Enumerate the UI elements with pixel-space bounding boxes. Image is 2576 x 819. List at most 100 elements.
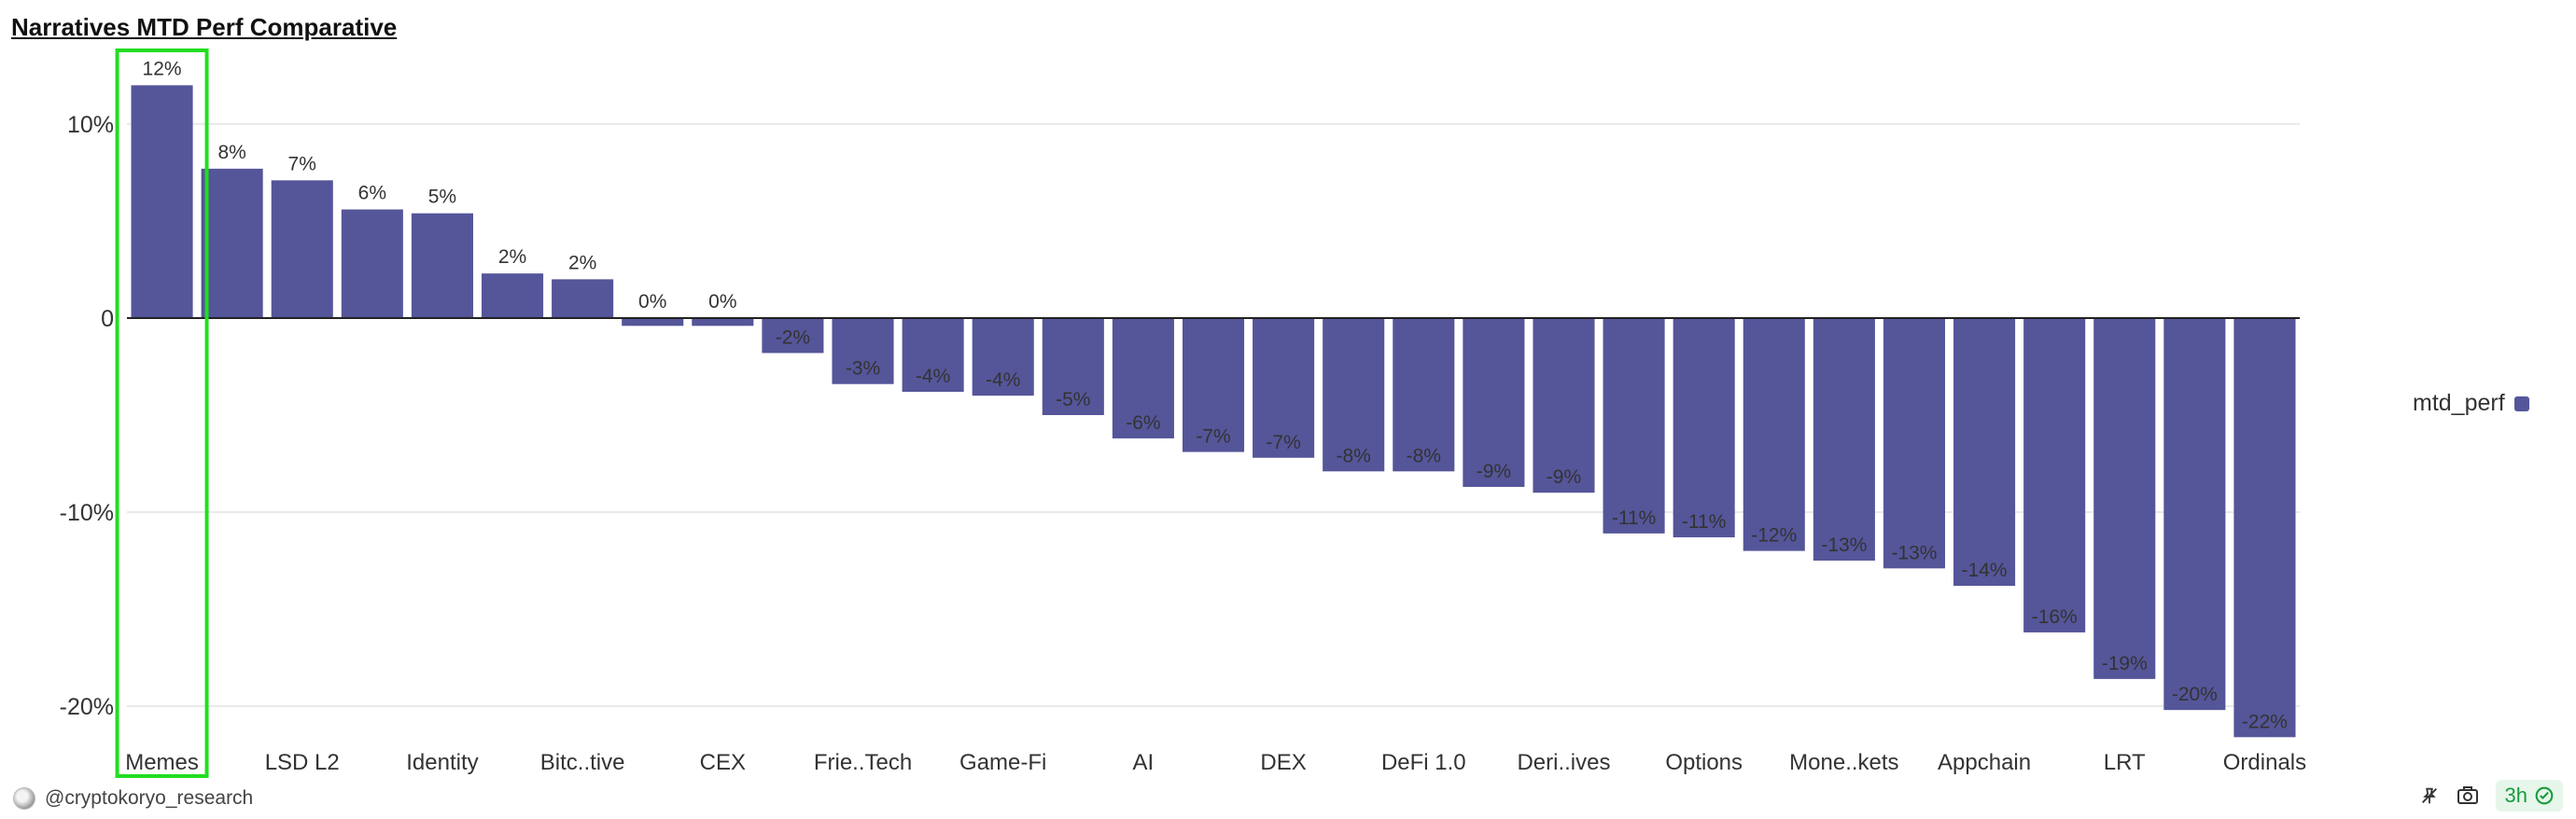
data-label: -4% — [916, 366, 950, 387]
bar[interactable] — [1813, 318, 1875, 561]
bar[interactable] — [131, 85, 193, 319]
x-tick-label: Identity — [406, 750, 478, 775]
data-label: -8% — [1407, 445, 1441, 466]
bar[interactable] — [1673, 318, 1735, 538]
check-circle-icon — [2535, 786, 2554, 805]
data-label: -9% — [1477, 461, 1511, 482]
chart-title: Narratives MTD Perf Comparative — [11, 13, 398, 41]
x-tick-label: Ordinals — [2223, 750, 2306, 775]
data-label: -9% — [1547, 466, 1581, 488]
data-label: -5% — [1056, 389, 1090, 410]
highlight-box — [115, 49, 209, 778]
bar[interactable] — [1533, 318, 1595, 493]
data-label: -12% — [1751, 525, 1797, 547]
bar[interactable] — [1253, 318, 1315, 458]
x-tick-label: Appchain — [1938, 750, 2031, 775]
bar[interactable] — [2093, 318, 2156, 679]
legend-label: mtd_perf — [2413, 390, 2505, 416]
attribution-text: @cryptokoryo_research — [45, 787, 254, 809]
bar[interactable] — [2233, 318, 2296, 738]
bar[interactable] — [271, 180, 333, 318]
data-label: 0% — [638, 291, 666, 312]
x-tick-label: DeFi 1.0 — [1381, 750, 1466, 775]
data-label: -16% — [2032, 606, 2078, 628]
author-avatar-icon — [13, 787, 35, 810]
camera-icon[interactable] — [2457, 785, 2479, 806]
bar[interactable] — [2023, 318, 2086, 632]
data-label: -11% — [1612, 507, 1656, 529]
x-tick-label: Frie..Tech — [814, 750, 912, 775]
data-label: -7% — [1266, 432, 1300, 453]
x-tick-label: DEX — [1260, 750, 1306, 775]
x-tick-label: Game-Fi — [959, 750, 1046, 775]
legend[interactable]: mtd_perf — [2413, 390, 2529, 417]
x-tick-label: Options — [1665, 750, 1743, 775]
bar[interactable] — [1393, 318, 1455, 472]
bar-chart: 12% 8% 7% 6% 5% 2% 2% 0% 0% -2% -3% -4% -4% -5% -6% -7%… — [60, 49, 2306, 778]
x-tick-label: Bitc..tive — [540, 750, 625, 775]
bar[interactable] — [1112, 318, 1174, 438]
bar[interactable] — [341, 209, 403, 318]
data-label: -6% — [1126, 412, 1160, 434]
data-label: 7% — [288, 153, 316, 174]
data-label: -7% — [1196, 426, 1230, 448]
data-label: -3% — [846, 358, 880, 380]
x-tick-label: LRT — [2104, 750, 2146, 775]
data-label: -13% — [1821, 534, 1867, 556]
bar[interactable] — [832, 318, 894, 384]
x-tick-label: Mone..kets — [1789, 750, 1898, 775]
bar[interactable] — [1042, 318, 1104, 415]
data-label: 2% — [498, 246, 526, 268]
bar[interactable] — [692, 318, 754, 326]
bar[interactable] — [411, 213, 473, 318]
footer: @cryptokoryo_research — [13, 787, 253, 810]
bar[interactable] — [1883, 318, 1946, 569]
bar[interactable] — [1182, 318, 1245, 452]
data-label: -4% — [986, 369, 1020, 391]
y-tick-label: 10% — [67, 112, 114, 138]
data-label: 8% — [217, 142, 245, 163]
x-tick-label: Memes — [125, 750, 199, 775]
data-label: -22% — [2242, 711, 2288, 732]
bar[interactable] — [1603, 318, 1665, 534]
data-label: 6% — [358, 183, 386, 204]
data-labels-layer: 12% 8% 7% 6% 5% 2% 2% 0% 0% -2% -3% -4% -4% -5% -6% -7%… — [143, 58, 2288, 732]
data-label: -14% — [1962, 560, 2008, 581]
x-tick-label: Deri..ives — [1517, 750, 1610, 775]
y-tick-label: -20% — [60, 694, 114, 720]
refresh-age: 3h — [2504, 784, 2527, 807]
bar[interactable] — [622, 318, 684, 326]
x-tick-label: AI — [1133, 750, 1155, 775]
data-label: -19% — [2102, 653, 2148, 674]
bar[interactable] — [552, 279, 614, 318]
data-label: 2% — [568, 252, 596, 273]
highlight-layer — [115, 49, 209, 778]
data-label: -20% — [2172, 684, 2218, 705]
bar[interactable] — [1463, 318, 1525, 487]
data-label: -8% — [1337, 445, 1371, 466]
bar[interactable] — [902, 318, 964, 393]
bar[interactable] — [201, 168, 263, 318]
y-tick-label: -10% — [60, 500, 114, 526]
data-label: -2% — [776, 326, 810, 348]
data-label: 5% — [428, 187, 456, 208]
bar[interactable] — [972, 318, 1034, 396]
data-label: 12% — [143, 58, 182, 79]
legend-swatch — [2513, 396, 2529, 411]
bar[interactable] — [1323, 318, 1385, 472]
bar[interactable] — [1743, 318, 1805, 551]
data-label: -11% — [1682, 511, 1726, 533]
data-label: 0% — [708, 291, 736, 312]
chart-toolbar: 3h — [2419, 780, 2563, 812]
bar[interactable] — [762, 318, 824, 354]
bar[interactable] — [2163, 318, 2226, 711]
bar[interactable] — [481, 273, 544, 318]
x-axis: Memes LSD L2 Identity Bitc..tive CEX Frie..Te… — [125, 750, 2306, 775]
bar[interactable] — [1953, 318, 2016, 587]
y-axis: 10% 0 -10% -20% — [60, 112, 2300, 720]
refresh-status-badge[interactable]: 3h — [2495, 780, 2563, 812]
x-tick-label: CEX — [700, 750, 746, 775]
x-tick-label: LSD L2 — [265, 750, 340, 775]
bars-layer — [131, 85, 2296, 738]
pin-icon[interactable] — [2419, 785, 2440, 806]
